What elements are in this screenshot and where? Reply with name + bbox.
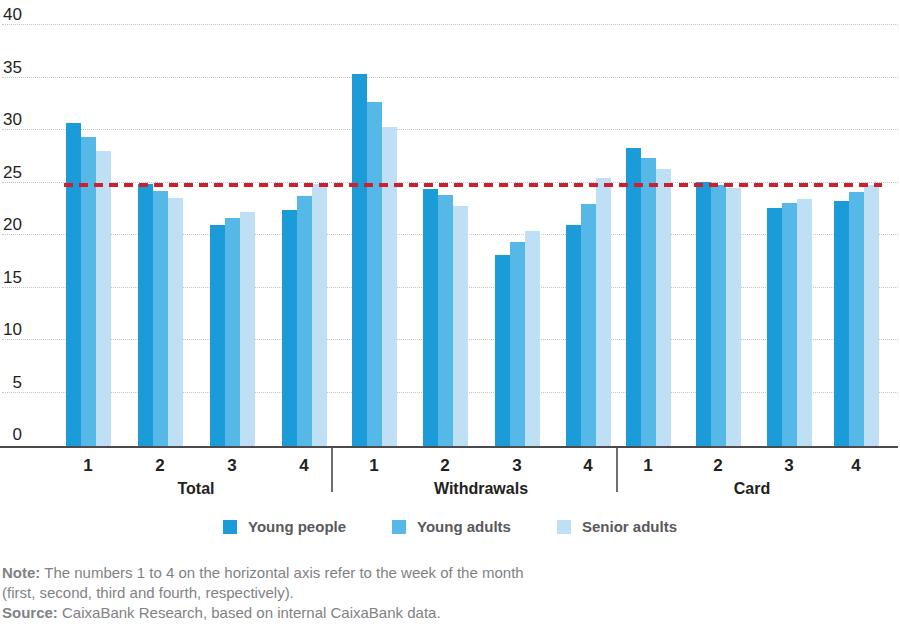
bar <box>525 231 540 446</box>
bar <box>240 212 255 446</box>
group-divider <box>331 448 333 492</box>
bar <box>696 182 711 447</box>
legend-label: Senior adults <box>582 518 677 536</box>
y-axis-tick-label: 35 <box>0 58 22 77</box>
bar <box>367 102 382 446</box>
bar <box>510 242 525 446</box>
note-line: (first, second, third and fourth, respec… <box>2 583 662 603</box>
week-tick-label: 1 <box>628 457 668 475</box>
bar <box>641 158 656 446</box>
source-label: Source: <box>2 604 58 621</box>
note-label: Note: <box>2 564 40 581</box>
bar <box>423 189 438 446</box>
bar <box>849 192 864 446</box>
legend-swatch-young-adults <box>392 520 406 534</box>
bar <box>767 208 782 446</box>
bar <box>656 169 671 446</box>
bar <box>210 225 225 446</box>
week-tick-label: 4 <box>284 457 324 475</box>
bar <box>438 195 453 446</box>
group-label: Card <box>672 480 832 498</box>
bar <box>297 196 312 446</box>
y-axis-tick-label: 25 <box>0 163 22 182</box>
plot-area: 0 5 10 15 20 25 30 35 40 1 2 3 4 Total 1 2 3 4 Withdrawals… <box>0 0 900 500</box>
bar <box>797 199 812 446</box>
bar <box>834 201 849 446</box>
bar <box>312 184 327 446</box>
legend-item-senior-adults: Senior adults <box>557 518 677 536</box>
legend-label: Young adults <box>417 518 511 536</box>
legend-swatch-senior-adults <box>557 520 571 534</box>
y-axis-tick-label: 40 <box>0 5 22 24</box>
source-text: CaixaBank Research, based on internal Ca… <box>58 604 441 621</box>
bar <box>782 203 797 447</box>
week-tick-label: 4 <box>568 457 608 475</box>
legend-swatch-young-people <box>223 520 237 534</box>
bar <box>66 123 81 446</box>
y-axis-tick-label: 15 <box>0 268 22 287</box>
week-tick-label: 3 <box>212 457 252 475</box>
bar <box>711 185 726 446</box>
gridline <box>2 129 898 130</box>
week-tick-label: 1 <box>68 457 108 475</box>
y-axis-tick-label: 5 <box>0 373 22 392</box>
legend: Young people Young adults Senior adults <box>0 518 900 536</box>
bar <box>864 185 879 446</box>
reference-line <box>64 183 882 187</box>
bar <box>382 127 397 446</box>
bar <box>581 204 596 446</box>
bar <box>626 148 641 446</box>
legend-item-young-people: Young people <box>223 518 346 536</box>
bar-chart-figure: 0 5 10 15 20 25 30 35 40 1 2 3 4 Total 1 2 3 4 Withdrawals… <box>0 0 900 629</box>
note-text: The numbers 1 to 4 on the horizontal axi… <box>40 564 523 581</box>
bar <box>596 178 611 446</box>
week-tick-label: 2 <box>425 457 465 475</box>
bar <box>726 188 741 446</box>
y-axis-tick-label: 0 <box>0 425 22 444</box>
week-tick-label: 2 <box>698 457 738 475</box>
group-label: Total <box>116 480 276 498</box>
bar <box>168 198 183 446</box>
bar <box>352 74 367 446</box>
bar <box>495 255 510 446</box>
group-divider <box>616 448 618 492</box>
y-axis-tick-label: 20 <box>0 215 22 234</box>
note-line: Note: The numbers 1 to 4 on the horizont… <box>2 563 662 583</box>
source-line: Source: CaixaBank Research, based on int… <box>2 603 662 623</box>
bar <box>138 184 153 446</box>
gridline <box>2 24 898 25</box>
gridline <box>2 77 898 78</box>
y-axis-tick-label: 10 <box>0 320 22 339</box>
chart-notes: Note: The numbers 1 to 4 on the horizont… <box>2 563 662 623</box>
bar <box>566 225 581 446</box>
group-label: Withdrawals <box>401 480 561 498</box>
bar <box>153 191 168 446</box>
x-axis-line <box>0 446 898 448</box>
y-axis-tick-label: 30 <box>0 110 22 129</box>
legend-label: Young people <box>248 518 346 536</box>
bar <box>282 210 297 446</box>
week-tick-label: 3 <box>497 457 537 475</box>
legend-item-young-adults: Young adults <box>392 518 511 536</box>
week-tick-label: 2 <box>140 457 180 475</box>
bar <box>453 206 468 446</box>
week-tick-label: 1 <box>354 457 394 475</box>
bar <box>225 218 240 446</box>
week-tick-label: 4 <box>836 457 876 475</box>
bar <box>96 151 111 446</box>
week-tick-label: 3 <box>769 457 809 475</box>
